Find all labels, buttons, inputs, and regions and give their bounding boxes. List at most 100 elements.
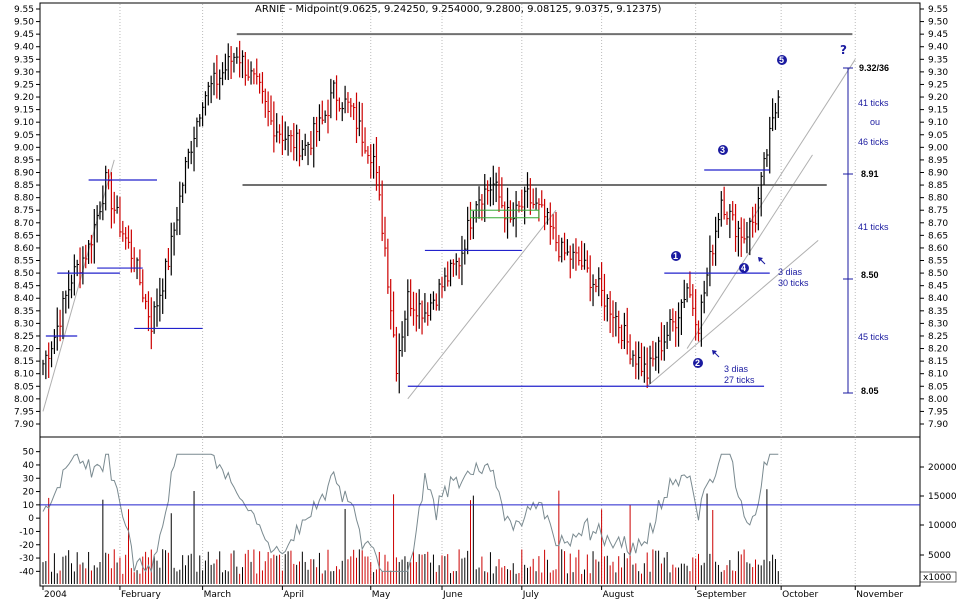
price-axis-left: 7.90 7.95 8.00 8.05 8.10 8.15 8.20 8.25 8.30 8.35… xyxy=(14,5,40,430)
wave-marker-5 xyxy=(777,55,787,65)
price-tick-label-right: 9.55 xyxy=(928,5,948,15)
price-tick-label-right: 8.80 xyxy=(928,194,948,204)
price-tick-label-right: 8.40 xyxy=(928,294,948,304)
price-tick-label-left: 8.25 xyxy=(14,332,34,342)
lower-tick-label-left: 30 xyxy=(23,474,35,484)
price-tick-label-right: 9.35 xyxy=(928,55,948,65)
tick-note-b: 30 ticks xyxy=(778,278,809,288)
price-tick-label-right: 8.85 xyxy=(928,181,948,191)
projection-price-1: 9.32/36 xyxy=(859,63,889,73)
price-tick-label-right: 8.20 xyxy=(928,345,948,355)
lower-axis-right: 20000 15000 10000 5000 xyxy=(920,463,957,561)
lower-tick-label-right: 15000 xyxy=(928,492,957,502)
price-tick-label-left: 9.40 xyxy=(14,43,34,53)
wave-marker-4 xyxy=(739,263,749,273)
price-tick-label-left: 9.30 xyxy=(14,68,34,78)
price-tick-label-left: 8.35 xyxy=(14,307,34,317)
wave-label-4: 4 xyxy=(741,263,746,273)
projection-ticks-3: 41 ticks xyxy=(858,222,889,232)
wave-label-3: 3 xyxy=(720,145,725,155)
price-tick-label-left: 8.20 xyxy=(14,345,34,355)
price-tick-label-left: 8.00 xyxy=(14,395,34,405)
lower-tick-label-right: 20000 xyxy=(928,463,957,473)
month-label: August xyxy=(603,590,635,599)
price-tick-label-left: 9.55 xyxy=(14,5,34,15)
price-tick-label-left: 8.40 xyxy=(14,294,34,304)
price-tick-label-right: 7.95 xyxy=(928,407,948,417)
price-tick-label-right: 9.00 xyxy=(928,143,948,153)
chart-title: ARNIE - Midpoint(9.0625, 9.24250, 9.2540… xyxy=(255,4,662,15)
price-tick-label-right: 8.70 xyxy=(928,219,948,229)
lower-tick-label-left: 0 xyxy=(28,514,34,524)
lower-tick-label-left: 50 xyxy=(23,448,35,458)
price-tick-label-right: 8.25 xyxy=(928,332,948,342)
price-tick-label-left: 8.60 xyxy=(14,244,34,254)
price-tick-label-right: 9.15 xyxy=(928,106,948,116)
price-tick-label-right: 8.05 xyxy=(928,382,948,392)
month-label: 2004 xyxy=(44,590,67,599)
projection-arrows xyxy=(712,257,766,358)
time-note-a: 3 dias xyxy=(724,364,749,374)
price-tick-label-right: 8.15 xyxy=(928,357,948,367)
price-tick-label-right: 9.50 xyxy=(928,18,948,28)
price-tick-label-right: 8.50 xyxy=(928,269,948,279)
trendline xyxy=(749,59,856,224)
price-tick-label-right: 8.55 xyxy=(928,257,948,267)
price-tick-label-left: 9.00 xyxy=(14,143,34,153)
tick-note-a: 27 ticks xyxy=(724,375,755,385)
price-tick-label-left: 8.65 xyxy=(14,231,34,241)
projection-price-3: 8.50 xyxy=(861,270,879,280)
multiplier-box xyxy=(919,571,957,583)
price-tick-label-right: 8.45 xyxy=(928,282,948,292)
trendline xyxy=(407,209,557,400)
price-tick-label-left: 9.20 xyxy=(14,93,34,103)
lower-tick-label-left: 40 xyxy=(23,461,35,471)
price-tick-label-left: 9.05 xyxy=(14,131,34,141)
price-tick-label-left: 9.10 xyxy=(14,118,34,128)
price-tick-label-left: 9.35 xyxy=(14,55,34,65)
lower-tick-label-left: -20 xyxy=(19,541,34,551)
projection-ticks-4: 45 ticks xyxy=(858,332,889,342)
oscillator-line xyxy=(42,453,779,574)
month-label: April xyxy=(283,590,304,599)
price-tick-label-right: 9.20 xyxy=(928,93,948,103)
price-tick-label-right: 8.75 xyxy=(928,206,948,216)
month-label: November xyxy=(856,590,903,599)
price-tick-label-right: 9.30 xyxy=(928,68,948,78)
price-tick-label-right: 8.35 xyxy=(928,307,948,317)
month-label: September xyxy=(697,590,747,599)
projection-ticks-2: 46 ticks xyxy=(858,137,889,147)
projection-ticks-1: 41 ticks xyxy=(858,98,889,108)
price-tick-label-left: 8.80 xyxy=(14,194,34,204)
month-label: May xyxy=(372,590,391,599)
question-mark: ? xyxy=(840,43,847,57)
price-tick-label-left: 8.05 xyxy=(14,382,34,392)
month-label: February xyxy=(121,590,162,599)
trendline xyxy=(646,240,819,387)
lower-tick-label-left: -40 xyxy=(19,567,34,577)
wave-marker-3 xyxy=(718,145,728,155)
price-tick-label-left: 9.25 xyxy=(14,80,34,90)
wave-label-2: 2 xyxy=(695,358,700,368)
month-gridlines xyxy=(119,4,856,585)
price-tick-label-left: 8.50 xyxy=(14,269,34,279)
month-label: March xyxy=(204,590,231,599)
wave-marker-1 xyxy=(671,251,681,261)
price-tick-label-right: 8.60 xyxy=(928,244,948,254)
price-tick-label-right: 7.90 xyxy=(928,420,948,430)
price-tick-label-left: 8.15 xyxy=(14,357,34,367)
lower-axis-left: 50 40 30 20 10 0 -10 -20 -30 -40 xyxy=(19,448,40,577)
projection-price-2: 8.91 xyxy=(861,169,879,179)
price-tick-label-right: 8.30 xyxy=(928,319,948,329)
month-label: October xyxy=(782,590,818,599)
projection-or: ou xyxy=(870,117,880,127)
month-label: June xyxy=(442,590,463,599)
lower-panel-frame xyxy=(39,436,921,587)
consolidation-box xyxy=(470,209,540,219)
month-label: July xyxy=(522,590,540,599)
lower-tick-label-left: 10 xyxy=(23,501,35,511)
price-tick-label-left: 9.50 xyxy=(14,18,34,28)
wave-label-5: 5 xyxy=(779,55,784,65)
price-tick-label-right: 9.25 xyxy=(928,80,948,90)
